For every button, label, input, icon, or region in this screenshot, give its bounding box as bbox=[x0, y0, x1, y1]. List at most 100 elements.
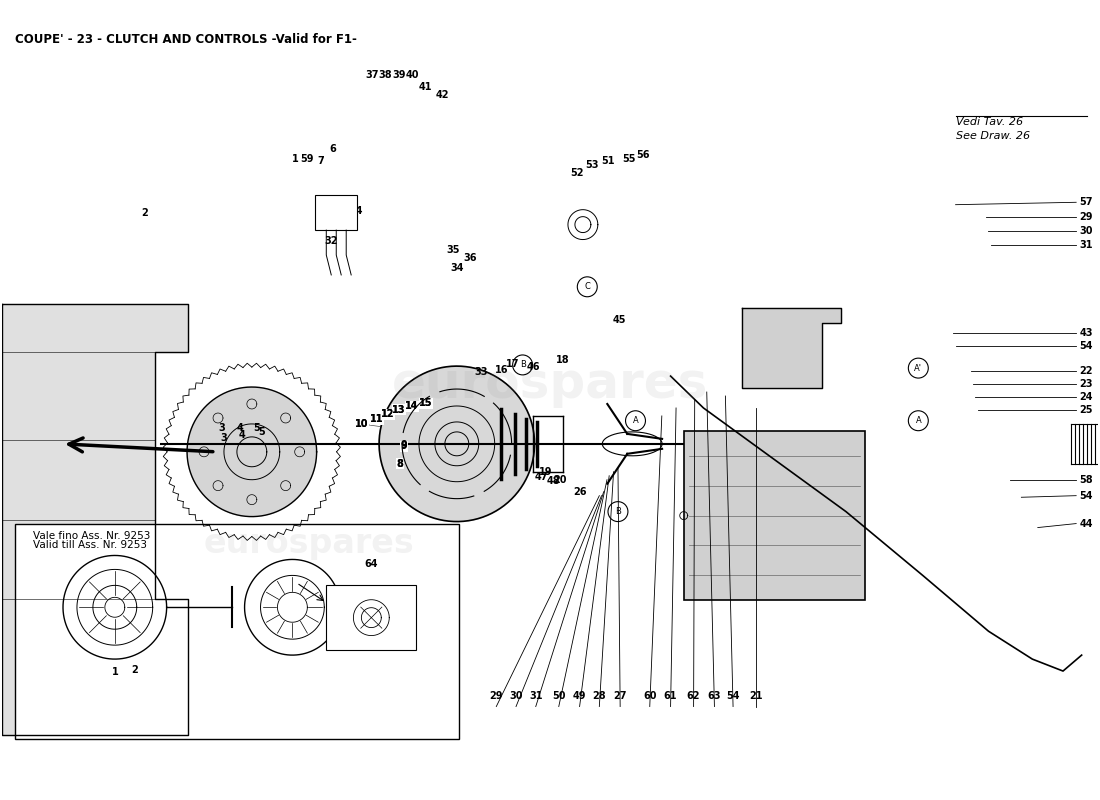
Text: 40: 40 bbox=[405, 70, 419, 80]
Text: 14: 14 bbox=[405, 402, 419, 411]
Text: 49: 49 bbox=[573, 690, 586, 701]
Text: 48: 48 bbox=[547, 476, 560, 486]
Text: 1: 1 bbox=[111, 667, 118, 677]
Text: 3: 3 bbox=[219, 423, 225, 433]
Text: 12: 12 bbox=[381, 410, 395, 419]
Text: 43: 43 bbox=[1079, 328, 1092, 338]
Polygon shape bbox=[741, 308, 842, 388]
Text: 20: 20 bbox=[553, 474, 566, 485]
Text: 36: 36 bbox=[463, 253, 476, 263]
Text: 10: 10 bbox=[354, 419, 368, 429]
Text: 17: 17 bbox=[506, 359, 519, 369]
Text: 24: 24 bbox=[1079, 392, 1092, 402]
Text: 53: 53 bbox=[585, 160, 598, 170]
Text: 58: 58 bbox=[1079, 474, 1092, 485]
Text: 16: 16 bbox=[495, 365, 508, 374]
Text: Valid till Ass. Nr. 9253: Valid till Ass. Nr. 9253 bbox=[33, 540, 146, 550]
Text: 12: 12 bbox=[381, 410, 395, 419]
Text: A: A bbox=[915, 416, 921, 426]
Text: 10: 10 bbox=[354, 419, 368, 429]
Text: 8: 8 bbox=[396, 458, 404, 469]
Text: 14: 14 bbox=[405, 402, 419, 411]
Text: 30: 30 bbox=[509, 690, 522, 701]
Text: B: B bbox=[519, 361, 526, 370]
Text: 60: 60 bbox=[644, 690, 657, 701]
Text: 52: 52 bbox=[571, 168, 584, 178]
Text: 9: 9 bbox=[400, 440, 408, 450]
Text: 64: 64 bbox=[349, 206, 363, 216]
Text: COUPE' - 23 - CLUTCH AND CONTROLS -Valid for F1-: COUPE' - 23 - CLUTCH AND CONTROLS -Valid… bbox=[15, 34, 356, 46]
Text: 55: 55 bbox=[623, 154, 636, 164]
Text: See Draw. 26: See Draw. 26 bbox=[956, 131, 1030, 141]
Text: 31: 31 bbox=[529, 690, 542, 701]
Text: 18: 18 bbox=[557, 355, 570, 365]
Text: 47: 47 bbox=[535, 471, 548, 482]
Text: 6: 6 bbox=[330, 144, 337, 154]
Text: 2: 2 bbox=[131, 665, 139, 675]
Bar bbox=[316, 195, 358, 230]
Text: 30: 30 bbox=[1079, 226, 1092, 236]
Text: Vedi Tav. 26: Vedi Tav. 26 bbox=[956, 117, 1023, 127]
Text: 35: 35 bbox=[447, 245, 460, 255]
Text: 29: 29 bbox=[490, 690, 503, 701]
Text: 19: 19 bbox=[539, 466, 552, 477]
Text: 37: 37 bbox=[365, 70, 380, 80]
Text: 31: 31 bbox=[1079, 240, 1092, 250]
Text: 8: 8 bbox=[396, 458, 404, 469]
Text: 22: 22 bbox=[1079, 366, 1092, 376]
Text: 15: 15 bbox=[419, 398, 433, 408]
Text: A': A' bbox=[914, 364, 922, 373]
Text: 1: 1 bbox=[293, 154, 299, 164]
Text: C: C bbox=[584, 282, 591, 291]
Text: 23: 23 bbox=[1079, 379, 1092, 389]
Text: 21: 21 bbox=[749, 690, 762, 701]
Text: 34: 34 bbox=[450, 263, 463, 274]
Text: 5: 5 bbox=[253, 423, 261, 433]
Bar bbox=[327, 586, 416, 650]
Text: 27: 27 bbox=[614, 690, 627, 701]
Text: B: B bbox=[615, 507, 620, 516]
Text: A: A bbox=[632, 416, 638, 426]
Text: 7: 7 bbox=[318, 156, 324, 166]
Text: 56: 56 bbox=[637, 150, 650, 160]
Polygon shape bbox=[2, 304, 188, 735]
Text: 4: 4 bbox=[239, 430, 245, 440]
Bar bbox=[684, 431, 865, 600]
Text: 54: 54 bbox=[1079, 341, 1092, 350]
Text: 63: 63 bbox=[707, 690, 722, 701]
Text: 42: 42 bbox=[436, 90, 449, 101]
Text: 4: 4 bbox=[236, 423, 243, 433]
Text: Vale fino Ass. Nr. 9253: Vale fino Ass. Nr. 9253 bbox=[33, 530, 150, 541]
Text: 5: 5 bbox=[258, 427, 265, 437]
Text: eurospares: eurospares bbox=[392, 360, 708, 408]
Text: 32: 32 bbox=[324, 235, 338, 246]
Text: 13: 13 bbox=[392, 405, 406, 414]
Polygon shape bbox=[379, 366, 535, 522]
Text: 59: 59 bbox=[300, 154, 313, 164]
Text: 38: 38 bbox=[378, 70, 393, 80]
Text: 11: 11 bbox=[370, 414, 384, 424]
Text: 9: 9 bbox=[400, 442, 408, 451]
Text: 33: 33 bbox=[474, 367, 487, 377]
Text: 15: 15 bbox=[419, 398, 433, 408]
Text: eurospares: eurospares bbox=[204, 527, 415, 560]
Text: 28: 28 bbox=[593, 690, 606, 701]
Text: 13: 13 bbox=[392, 405, 406, 414]
Text: 54: 54 bbox=[1079, 490, 1092, 501]
Text: 57: 57 bbox=[1079, 198, 1092, 207]
Text: 61: 61 bbox=[663, 690, 678, 701]
Text: 3: 3 bbox=[220, 434, 227, 443]
Text: 11: 11 bbox=[370, 414, 384, 424]
Text: 29: 29 bbox=[1079, 212, 1092, 222]
Text: 62: 62 bbox=[686, 690, 701, 701]
Text: 50: 50 bbox=[552, 690, 565, 701]
Text: 41: 41 bbox=[418, 82, 432, 93]
Text: 2: 2 bbox=[141, 208, 147, 218]
Polygon shape bbox=[187, 387, 317, 517]
Text: 46: 46 bbox=[527, 362, 540, 371]
Text: 25: 25 bbox=[1079, 405, 1092, 414]
Text: 45: 45 bbox=[613, 315, 626, 326]
Text: 64: 64 bbox=[364, 559, 378, 570]
Bar bbox=[15, 523, 459, 739]
Text: 39: 39 bbox=[392, 70, 406, 80]
